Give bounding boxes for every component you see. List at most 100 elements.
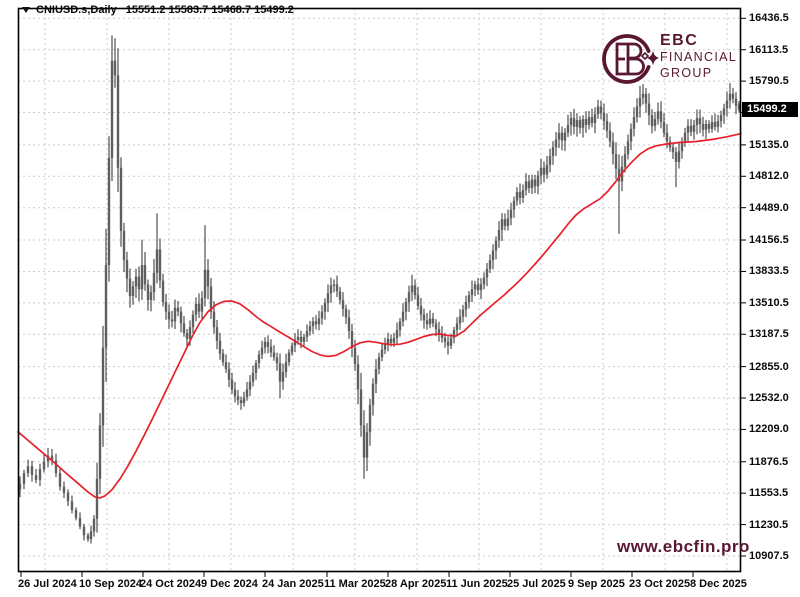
candle-body	[30, 466, 34, 476]
candle-body	[656, 111, 660, 120]
candle-body	[356, 364, 360, 390]
candle-body	[443, 337, 447, 342]
candle-body	[374, 369, 378, 384]
candle-body	[161, 280, 165, 302]
candle-body	[194, 303, 198, 315]
candle-body	[54, 460, 58, 474]
candle-body	[437, 329, 441, 335]
candle-body	[719, 115, 723, 122]
candle-body	[389, 338, 393, 343]
candle-body	[713, 122, 717, 127]
candle-body	[146, 284, 150, 300]
candle-body	[167, 311, 171, 320]
candle-body	[236, 396, 240, 401]
candle-body	[632, 117, 636, 129]
candle-body	[665, 132, 669, 142]
candle-body	[683, 132, 687, 142]
candle-body	[179, 311, 183, 324]
candle-body	[707, 123, 711, 129]
date-axis-label: 23 Oct 2025	[629, 578, 691, 590]
candle-body	[731, 93, 735, 99]
candle-body	[530, 179, 534, 189]
price-axis-label: 11876.5	[749, 455, 789, 468]
candle-body	[110, 60, 114, 159]
candle-body	[350, 331, 354, 348]
candle-body	[66, 492, 70, 502]
price-axis-label: 15135.0	[749, 138, 789, 151]
candle-body	[311, 321, 315, 327]
candle-body	[518, 192, 522, 198]
price-axis-label: 15790.5	[749, 75, 789, 88]
candle-body	[34, 475, 38, 480]
candle-body	[284, 362, 288, 372]
candle-body	[260, 347, 264, 355]
date-axis-label: 9 Sep 2025	[568, 578, 625, 590]
diamond-icon	[640, 51, 650, 61]
candle-body	[377, 357, 381, 370]
candle-body	[197, 303, 201, 312]
candle-body	[476, 284, 480, 291]
candle-body	[584, 119, 588, 125]
candle-body	[335, 284, 339, 292]
candle-body	[82, 526, 86, 536]
candle-body	[449, 337, 453, 346]
candle-body	[70, 501, 74, 511]
candle-body	[314, 321, 318, 325]
candle-body	[221, 353, 225, 363]
website-watermark: www.ebcfin.pro	[617, 537, 750, 556]
price-axis-label: 16436.5	[749, 12, 789, 25]
ebc-logo-text: EBC FINANCIAL GROUP	[660, 32, 737, 81]
candle-body	[263, 341, 267, 348]
candle-body	[458, 316, 462, 324]
candle-body	[329, 285, 333, 294]
candle-body	[674, 152, 678, 162]
candle-body	[122, 230, 126, 261]
candle-body	[137, 276, 141, 290]
candle-body	[203, 269, 207, 299]
date-axis-label: 8 Dec 2025	[690, 578, 747, 590]
price-axis-label: 14812.0	[749, 170, 789, 183]
candle-body	[455, 323, 459, 331]
date-axis-label: 26 Jul 2024	[18, 578, 77, 590]
candle-body	[155, 249, 159, 273]
candle-body	[326, 293, 330, 303]
candle-body	[557, 132, 561, 140]
candle-body	[386, 338, 390, 344]
candle-body	[392, 337, 396, 343]
candle-body	[245, 389, 249, 398]
chart-title: CNIUSD.s,Daily 15551.2 15583.7 15468.7 1…	[22, 3, 294, 17]
candle-body	[251, 372, 255, 382]
candle-body	[380, 349, 384, 358]
candle-body	[596, 106, 600, 115]
logo-line-group: GROUP	[660, 66, 713, 80]
candle-body	[602, 113, 606, 122]
candle-body	[422, 314, 426, 321]
candle-body	[446, 341, 450, 346]
candle-body	[152, 272, 156, 293]
ebc-logo-mark-icon	[602, 34, 659, 84]
candle-body	[524, 181, 528, 191]
sparkle-icon	[647, 50, 659, 66]
candle-body	[104, 264, 108, 348]
candle-body	[590, 117, 594, 123]
candle-body	[206, 269, 210, 287]
symbol-dropdown-icon[interactable]	[22, 7, 30, 13]
candle-body	[26, 466, 30, 474]
candle-body	[695, 118, 699, 125]
candle-body	[116, 75, 120, 168]
candle-body	[359, 389, 363, 426]
candle-body	[464, 301, 468, 310]
candle-body	[101, 347, 105, 426]
candle-body	[332, 284, 336, 286]
candle-body	[42, 461, 46, 470]
candle-body	[623, 154, 627, 167]
candle-body	[401, 311, 405, 322]
candle-body	[617, 168, 621, 182]
candle-body	[287, 352, 291, 363]
candle-body	[581, 119, 585, 128]
candle-body	[50, 455, 54, 461]
price-axis-label: 16113.5	[749, 43, 789, 56]
candle-body	[431, 318, 435, 324]
moving-average-line	[17, 132, 742, 499]
